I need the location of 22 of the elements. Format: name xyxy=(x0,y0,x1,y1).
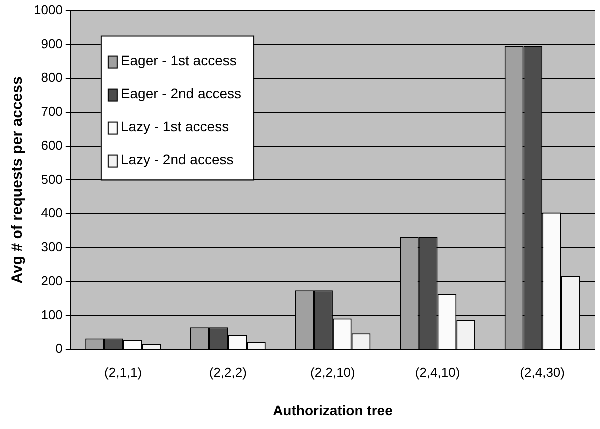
x-tick-label: (2,1,1) xyxy=(104,364,142,380)
y-tick-label: 700 xyxy=(41,104,63,120)
x-axis-title: Authorization tree xyxy=(273,402,394,418)
y-tick-label: 800 xyxy=(41,70,63,86)
y-tick-label: 400 xyxy=(41,206,63,221)
y-axis-title: Avg # of requests per access xyxy=(9,76,26,284)
y-tick-label: 300 xyxy=(41,240,63,255)
x-tick-label: (2,2,10) xyxy=(310,364,356,380)
legend-label: Lazy - 1st access xyxy=(120,118,230,135)
x-tick-label: (2,2,2) xyxy=(209,364,247,380)
y-tick-label: 200 xyxy=(41,273,63,288)
y-tick-label: 900 xyxy=(41,36,63,52)
y-tick-label: 600 xyxy=(41,138,63,153)
x-tick-label: (2,4,30) xyxy=(520,364,565,380)
y-tick-label: 100 xyxy=(41,307,63,322)
legend-label: Eager - 1st access xyxy=(120,52,237,69)
y-tick-label: 1000 xyxy=(34,2,63,18)
legend-label: Lazy - 2nd access xyxy=(120,152,234,168)
x-tick-label: (2,4,10) xyxy=(415,364,460,380)
y-tick-label: 0 xyxy=(56,341,63,356)
y-tick-label: 500 xyxy=(41,172,63,187)
legend-label: Eager - 2nd access xyxy=(120,86,242,102)
